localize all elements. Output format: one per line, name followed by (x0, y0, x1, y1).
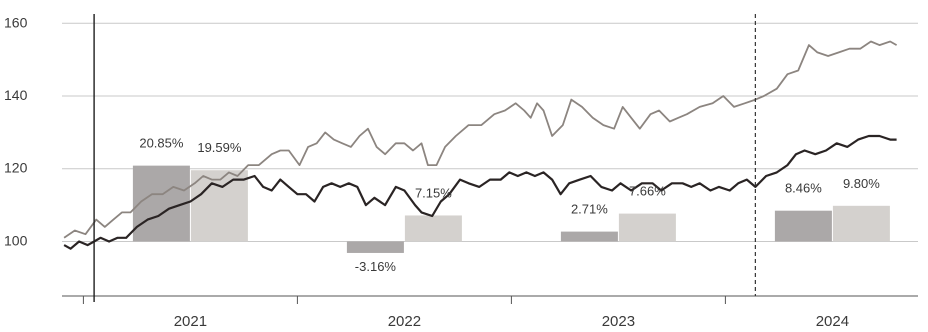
bar-2021-series1 (132, 165, 190, 242)
x-axis-year-label: 2022 (388, 313, 421, 330)
x-axis-year-labels: 2021 2022 2023 2024 (174, 313, 849, 330)
bar-2022-series2 (404, 215, 462, 242)
x-axis-year-label: 2023 (602, 313, 635, 330)
bar-value-label: 20.85% (139, 136, 184, 151)
bar-2022-series1 (346, 241, 404, 253)
y-tick-label: 140 (4, 87, 28, 103)
bar-2021-series2 (190, 170, 248, 242)
bar-value-label: 19.59% (197, 140, 242, 155)
bar-2023-series2 (618, 213, 676, 242)
bar-2023-series1 (560, 231, 618, 242)
lines (63, 40, 898, 250)
y-tick-label: 120 (4, 160, 28, 176)
bar-value-label: 9.80% (843, 176, 880, 191)
bar-value-label: 7.66% (629, 184, 666, 199)
bar-value-label: -3.16% (355, 259, 397, 274)
y-axis-tick-labels: 100 120 140 160 (4, 14, 28, 248)
x-axis-year-label: 2024 (816, 313, 849, 330)
line-series-1 (63, 40, 898, 239)
gridlines (62, 22, 918, 242)
bar-value-label: 2.71% (571, 202, 608, 217)
y-tick-label: 100 (4, 232, 28, 248)
y-tick-label: 160 (4, 14, 28, 30)
line-series-2 (63, 134, 897, 250)
bar-2024-series1 (774, 210, 832, 242)
bar-value-label: 8.46% (785, 181, 822, 196)
x-axis-year-label: 2021 (174, 313, 207, 330)
bar-value-labels: 20.85% 19.59% -3.16% 7.15% 2.71% 7.66% 8.46% 9.… (139, 136, 880, 274)
bar-2024-series2 (832, 205, 890, 242)
axes (62, 14, 918, 304)
bars (132, 165, 890, 253)
bar-value-label: 7.15% (415, 185, 452, 200)
